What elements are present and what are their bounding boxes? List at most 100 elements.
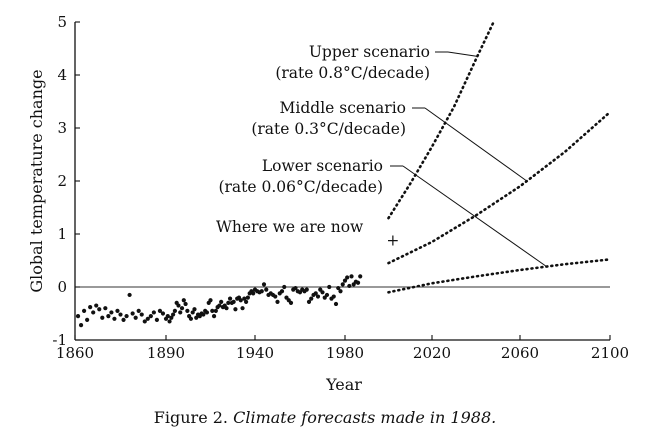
observed-point bbox=[358, 274, 363, 279]
current-position-marker: + bbox=[386, 231, 399, 249]
observed-point bbox=[181, 298, 186, 303]
observed-point bbox=[121, 317, 126, 322]
observed-point bbox=[167, 319, 172, 324]
observed-point bbox=[244, 299, 249, 304]
x-tick-label: 2060 bbox=[501, 344, 539, 362]
y-tick-label: -1 bbox=[52, 331, 67, 349]
observed-point bbox=[261, 282, 267, 287]
observed-point bbox=[85, 317, 90, 322]
observed-point bbox=[190, 310, 195, 315]
observed-point bbox=[231, 299, 236, 304]
observed-point bbox=[336, 285, 341, 291]
observed-point bbox=[324, 292, 330, 298]
observed-point bbox=[185, 308, 190, 313]
observed-point bbox=[169, 315, 174, 320]
observed-point bbox=[227, 296, 233, 301]
observed-point bbox=[338, 289, 343, 294]
observed-point bbox=[240, 306, 245, 311]
observed-point bbox=[194, 315, 199, 320]
y-tick-label: 0 bbox=[57, 278, 67, 296]
observed-point bbox=[275, 299, 280, 304]
observed-point bbox=[157, 308, 163, 313]
lower-scenario-curve bbox=[387, 258, 612, 294]
y-tick-label: 2 bbox=[57, 172, 67, 190]
middle-scenario-leader-line bbox=[424, 107, 528, 182]
observed-point bbox=[148, 314, 153, 319]
observed-point bbox=[103, 306, 108, 311]
y-tick-label: 3 bbox=[57, 119, 67, 137]
observed-point bbox=[347, 283, 352, 289]
x-axis-label: Year bbox=[325, 375, 362, 394]
observed-point bbox=[309, 296, 314, 301]
observed-point bbox=[273, 294, 278, 299]
observed-point bbox=[315, 294, 321, 299]
observed-point bbox=[91, 310, 96, 315]
observed-point bbox=[139, 312, 144, 317]
observed-point bbox=[109, 310, 114, 315]
observed-point bbox=[242, 296, 247, 301]
observed-point bbox=[142, 319, 147, 324]
observed-point bbox=[320, 290, 325, 295]
observed-point bbox=[97, 307, 102, 312]
observed-point bbox=[293, 285, 298, 291]
caption-prefix: Figure 2. bbox=[153, 408, 229, 427]
observed-point bbox=[211, 314, 217, 319]
middle-scenario-curve bbox=[387, 110, 612, 265]
observed-point bbox=[204, 310, 210, 315]
observed-point bbox=[154, 317, 159, 322]
observed-point bbox=[188, 316, 194, 321]
observed-point bbox=[245, 295, 250, 300]
observed-point bbox=[115, 308, 120, 313]
observed-point bbox=[130, 311, 135, 316]
y-tick-label: 5 bbox=[57, 13, 67, 31]
x-tick-label: 2020 bbox=[413, 344, 451, 362]
observed-point bbox=[112, 316, 117, 321]
observed-point bbox=[75, 314, 81, 319]
observed-point bbox=[160, 311, 166, 316]
lower-scenario-leader-line bbox=[402, 165, 548, 268]
where-we-are-now-label: Where we are now bbox=[216, 218, 364, 236]
observed-point bbox=[88, 305, 93, 310]
observed-point bbox=[133, 315, 138, 320]
observed-point bbox=[178, 310, 183, 315]
x-tick-label: 1980 bbox=[326, 344, 364, 362]
observed-point bbox=[233, 307, 238, 312]
observed-point bbox=[176, 303, 181, 308]
observed-point bbox=[355, 280, 361, 285]
observed-point bbox=[224, 306, 229, 311]
observed-point bbox=[192, 307, 197, 312]
figure-caption: Figure 2. Climate forecasts made in 1988… bbox=[0, 408, 650, 427]
upper-scenario-leader-line bbox=[447, 51, 479, 57]
caption-body: Climate forecasts made in 1988. bbox=[233, 408, 497, 427]
y-tick-label: 1 bbox=[57, 225, 67, 243]
observed-point bbox=[340, 282, 345, 287]
upper-scenario-rate-label: (rate 0.8°C/decade) bbox=[275, 64, 430, 82]
observed-point bbox=[349, 274, 354, 279]
observed-point bbox=[179, 306, 185, 311]
observed-point bbox=[171, 312, 176, 317]
observed-point bbox=[306, 299, 312, 304]
observed-point bbox=[136, 308, 141, 313]
observed-point bbox=[118, 312, 123, 317]
observed-point bbox=[172, 308, 177, 313]
observed-point bbox=[145, 316, 150, 321]
observed-point bbox=[282, 284, 287, 290]
lower-scenario-rate-label: (rate 0.06°C/decade) bbox=[218, 178, 383, 196]
observed-point bbox=[279, 289, 285, 294]
observed-point bbox=[201, 312, 206, 317]
observed-point bbox=[313, 291, 318, 296]
observed-point bbox=[94, 303, 99, 308]
observed-point bbox=[78, 323, 84, 328]
observed-point bbox=[345, 275, 350, 280]
forecast-chart: Upper scenario (rate 0.8°C/decade) Middle … bbox=[27, 13, 629, 394]
observed-point bbox=[333, 301, 339, 307]
observed-point bbox=[82, 308, 87, 313]
observed-point bbox=[183, 301, 188, 307]
observed-point bbox=[304, 287, 309, 292]
x-tick-label: 1890 bbox=[147, 344, 185, 362]
observed-point bbox=[219, 299, 224, 304]
middle-scenario-rate-label: (rate 0.3°C/decade) bbox=[251, 120, 406, 138]
observed-point bbox=[100, 315, 105, 320]
observed-point bbox=[165, 314, 170, 319]
lower-scenario-label: Lower scenario bbox=[262, 157, 383, 175]
